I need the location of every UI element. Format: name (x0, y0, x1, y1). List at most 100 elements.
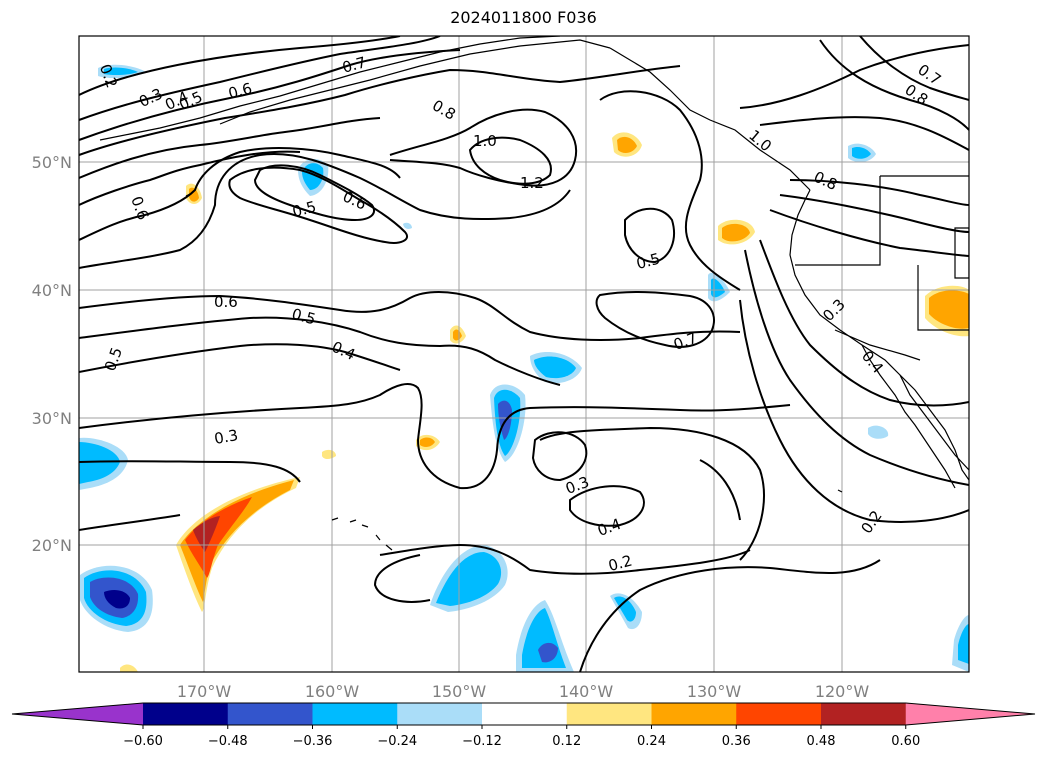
contour-label: 0.8 (811, 168, 840, 194)
lon-axis-labels: 170°W 160°W 150°W 140°W 130°W 120°W (177, 682, 870, 701)
contour-label: 0.4 (329, 338, 358, 364)
contour-label: 0.5 (290, 305, 318, 329)
contour-label: 0.3 (136, 85, 165, 111)
shade-navy (104, 590, 130, 609)
colorbar-segment (312, 703, 398, 725)
shade-orange (929, 290, 969, 329)
contour-line (599, 90, 741, 291)
contour-line (79, 383, 791, 490)
contour-line (779, 194, 969, 233)
colorbar-segment (566, 703, 652, 725)
lat-label-30n: 30°N (32, 409, 72, 428)
colorbar-segment (397, 703, 483, 725)
contour-line (79, 343, 401, 373)
contour-label: 0.7 (340, 53, 368, 77)
contour-line (744, 249, 969, 486)
border-mexico (834, 329, 921, 361)
contour-label: 1.0 (473, 132, 497, 150)
shade-blue (614, 596, 636, 622)
contour-line (859, 36, 969, 101)
contour-line (373, 554, 431, 603)
contour-line (253, 164, 375, 222)
shade-blue (403, 222, 412, 229)
contour-line (579, 559, 881, 672)
lon-label-130w: 130°W (687, 682, 742, 701)
border-states (917, 265, 969, 331)
contour-line (79, 36, 401, 96)
contour-line (79, 49, 461, 141)
colorbar: −0.60 −0.48 −0.36 −0.24 −0.12 0.12 0.24 0.36 0.4… (11, 702, 1036, 749)
contour-label: 0.6 (214, 293, 238, 311)
shade-blue (79, 442, 120, 484)
shade-blue (868, 425, 889, 439)
colorbar-segment (143, 703, 229, 725)
contour-layer (79, 36, 969, 672)
contour-line (569, 485, 645, 527)
lat-label-40n: 40°N (32, 281, 72, 300)
contour-line (79, 36, 441, 121)
contour-line (789, 179, 969, 206)
colorbar-tick-label: 0.12 (552, 734, 581, 749)
lat-label-20n: 20°N (32, 536, 72, 555)
map-frame (78, 35, 970, 673)
lat-axis-labels: 50°N 40°N 30°N 20°N (32, 153, 72, 555)
contour-label: 0.6 (226, 79, 254, 103)
contour-line (769, 209, 969, 257)
contour-label: 0.5 (101, 345, 126, 374)
shade-orange (617, 136, 637, 154)
islands-guadalupe (837, 489, 843, 493)
contour-line (468, 136, 552, 185)
colorbar-segment (651, 703, 737, 725)
contour-line (759, 239, 969, 407)
colorbar-segment (736, 703, 822, 725)
colorbar-tick-label: 0.24 (637, 734, 666, 749)
contour-label: 0.3 (819, 295, 849, 325)
lat-label-50n: 50°N (32, 153, 72, 172)
colorbar-tick-label: 0.36 (722, 734, 751, 749)
contour-label: 0.5 (634, 249, 662, 273)
lon-label-140w: 140°W (559, 682, 614, 701)
contour-label: 0.8 (429, 96, 459, 124)
colorbar-extend-min (12, 703, 143, 725)
colorbar-segment (227, 703, 313, 725)
colorbar-segment (821, 703, 907, 725)
colorbar-tick-label: −0.36 (293, 734, 333, 749)
shade-orange (453, 329, 462, 341)
border-states (795, 176, 881, 266)
contour-line (819, 39, 969, 131)
colorbar-tick-label: −0.60 (123, 734, 163, 749)
shade-orange (322, 449, 336, 459)
shade-blue (958, 624, 969, 664)
contour-label: 0.2 (606, 551, 634, 575)
lon-label-160w: 160°W (305, 682, 360, 701)
shade-blue (852, 146, 871, 159)
shade-red (185, 497, 252, 578)
border-states (954, 227, 969, 279)
contour-labels: 0.2 0.3 0.4 0.5 0.6 0.7 0.8 1.0 1.2 0.5 … (96, 53, 944, 575)
colorbar-tick-label: −0.12 (462, 734, 502, 749)
contour-line (79, 65, 681, 156)
coastline-gulf-california (899, 374, 969, 471)
contour-line (739, 44, 969, 109)
contour-line (228, 166, 408, 244)
shading-layer (79, 64, 969, 672)
contour-line (79, 147, 401, 241)
contour-line (79, 460, 301, 483)
coastline-alaska (99, 36, 561, 141)
contour-label: 1.0 (745, 126, 775, 155)
shade-blue (436, 552, 502, 606)
colorbar-tick-label: −0.24 (377, 734, 417, 749)
colorbar-segment (482, 703, 568, 725)
contour-line (539, 426, 765, 561)
contour-line (79, 316, 561, 386)
shade-blue (104, 67, 138, 76)
shade-darkred (193, 516, 220, 552)
map-title: 2024011800 F036 (450, 8, 597, 27)
contour-line (379, 543, 751, 575)
coastline-layer (99, 36, 969, 551)
contour-label: 0.4 (858, 347, 887, 377)
graticule (79, 36, 969, 672)
contour-label: 0.5 (290, 197, 318, 221)
contour-line (699, 459, 741, 521)
